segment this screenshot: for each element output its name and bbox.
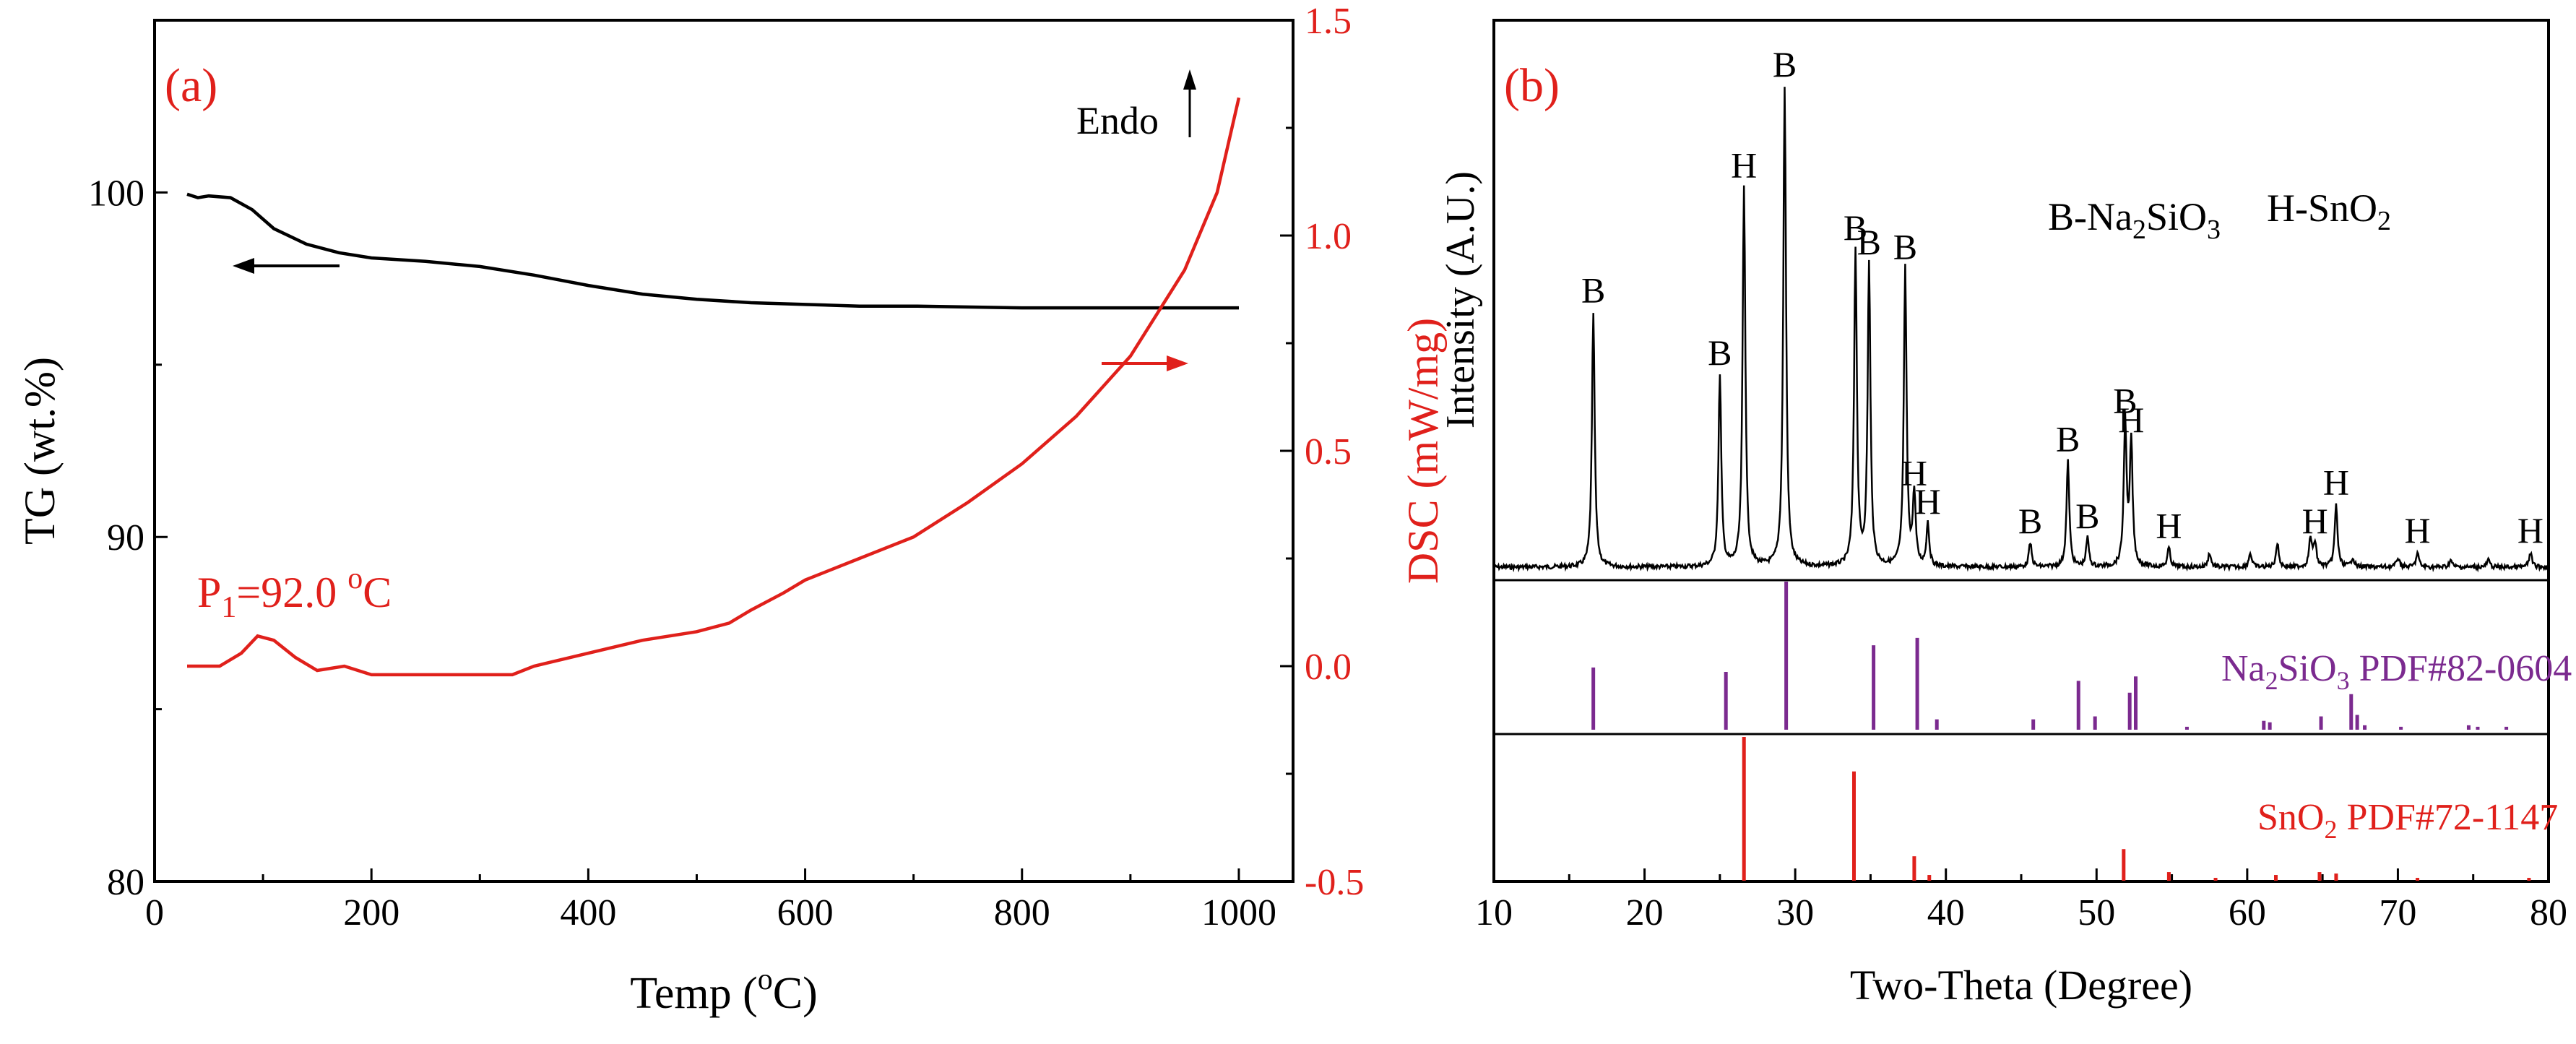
reference-label-sno2: SnO2 PDF#72-1147 [2257, 797, 2558, 844]
peak-annotation: P1=92.0 oC [197, 562, 392, 624]
a-x-tick-label: 800 [994, 892, 1050, 933]
panel-a-x-axis: 0 200 400 600 800 1000 [145, 868, 1276, 933]
a-right-tick-label: 0.5 [1305, 431, 1352, 473]
tg-axis-arrow [233, 258, 340, 274]
b-x-tick-label: 40 [1927, 892, 1965, 933]
b-x-tick-label: 70 [2379, 892, 2416, 933]
peak-label: H [1901, 452, 1927, 493]
b-x-tick-label: 80 [2530, 892, 2567, 933]
xrd-pattern [1493, 87, 2550, 573]
panel-a-tg-dsc-chart: 0 200 400 600 800 1000 80 90 100 -0.5 0.0 0.5 1.0 1… [16, 1, 1447, 1018]
panel-b-y-axis-title: Intensity (A.U.) [1438, 171, 1483, 428]
peak-label: B [1708, 332, 1732, 373]
endo-arrow [1183, 69, 1196, 137]
b-x-tick-label: 10 [1475, 892, 1513, 933]
tg-curve [186, 192, 1239, 310]
peak-label: H [2517, 510, 2543, 551]
peak-label: B [1773, 44, 1797, 85]
a-x-tick-label: 1000 [1201, 892, 1276, 933]
panel-b-frame [1492, 19, 2550, 883]
reference-label-na2sio3: Na2SiO3 PDF#82-0604 [2221, 648, 2572, 695]
peak-label: B [1893, 227, 1917, 267]
a-x-tick-label: 200 [343, 892, 399, 933]
b-x-tick-label: 20 [1626, 892, 1664, 933]
panel-a-x-axis-title: Temp (oC) [630, 963, 817, 1018]
peak-label: H [2404, 510, 2430, 551]
panel-b-x-axis: 10 20 30 40 50 60 70 80 [1475, 868, 2567, 933]
a-x-tick-label: 400 [560, 892, 616, 933]
legend-b-na2sio3: B-Na2SiO3 [2048, 195, 2221, 245]
peak-label: B [1857, 222, 1881, 262]
na2sio3-reference-sticks [1591, 582, 2509, 730]
dsc-curve [187, 97, 1241, 677]
peak-label: H [2302, 501, 2328, 541]
peak-label: H [2118, 400, 2144, 440]
peak-label: B [1581, 270, 1605, 311]
panel-a-right-axis-title: DSC (mW/mg) [1399, 318, 1447, 584]
peak-label: B [2056, 419, 2080, 460]
a-left-tick-label: 100 [88, 173, 144, 214]
b-x-tick-label: 60 [2229, 892, 2266, 933]
peak-label: B [2075, 496, 2099, 536]
peak-label: B [2018, 501, 2042, 541]
a-right-tick-label: 0.0 [1305, 647, 1352, 688]
peak-label: B [2113, 381, 2137, 421]
a-x-tick-label: 0 [145, 892, 164, 933]
panel-a-right-axis: -0.5 0.0 0.5 1.0 1.5 [1280, 1, 1364, 903]
a-right-tick-label: 1.5 [1305, 1, 1352, 42]
a-left-tick-label: 80 [107, 862, 144, 903]
a-x-tick-label: 600 [777, 892, 834, 933]
panel-a-left-axis: 80 90 100 [88, 173, 168, 903]
peak-label: H [2156, 505, 2182, 545]
sno2-reference-sticks [1742, 737, 2531, 881]
a-left-tick-label: 90 [107, 517, 144, 558]
b-x-tick-label: 50 [2078, 892, 2115, 933]
dsc-axis-arrow [1102, 355, 1188, 371]
peak-label: H [1731, 145, 1757, 186]
panel-a-frame [153, 19, 1295, 883]
endo-label: Endo [1076, 99, 1159, 142]
peak-label: H [2323, 462, 2349, 503]
panel-a-left-axis-title: TG (wt.%) [16, 357, 64, 545]
panel-b-x-axis-title: Two-Theta (Degree) [1850, 962, 2192, 1009]
peak-label: B [1844, 207, 1867, 248]
panel-b-label: (b) [1504, 59, 1560, 112]
peak-label: H [1915, 481, 1941, 522]
a-right-tick-label: -0.5 [1305, 862, 1364, 903]
b-x-tick-label: 30 [1776, 892, 1814, 933]
a-right-tick-label: 1.0 [1305, 216, 1352, 257]
legend-h-sno2: H-SnO2 [2267, 186, 2391, 236]
panel-a-label: (a) [165, 59, 217, 112]
